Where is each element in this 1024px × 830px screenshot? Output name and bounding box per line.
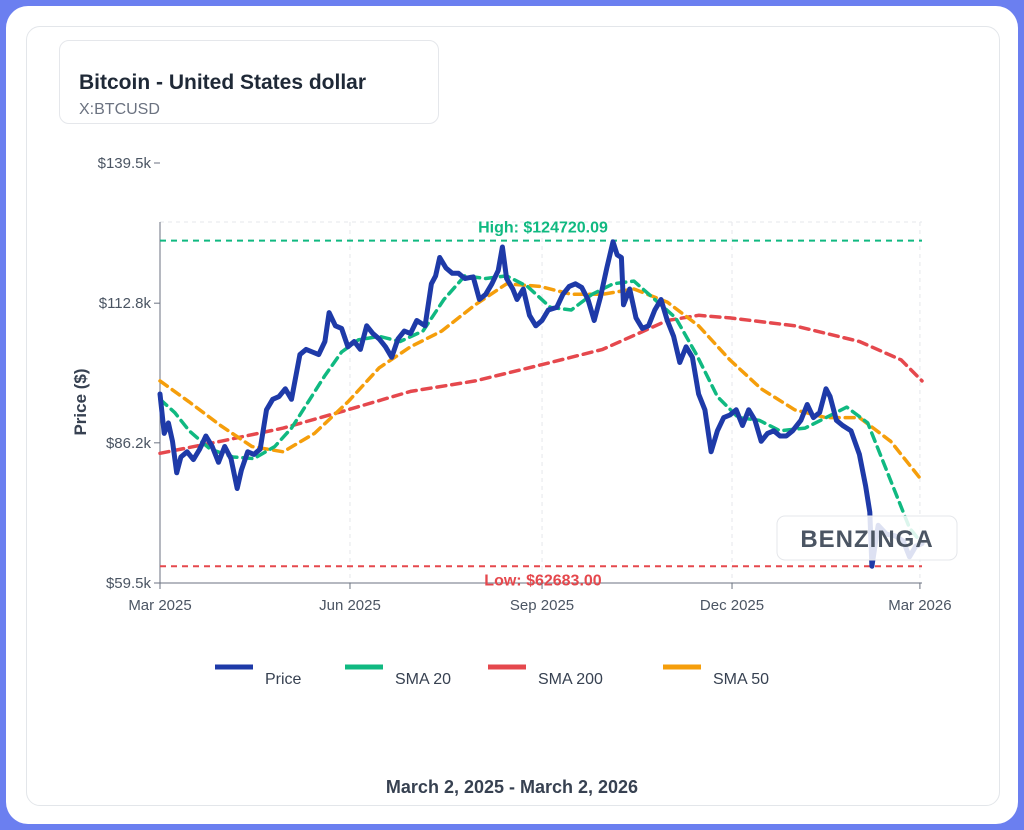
x-tick-label: Dec 2025 bbox=[700, 597, 764, 614]
low-label: Low: $62683.00 bbox=[484, 572, 602, 589]
series-line-sma-50 bbox=[158, 282, 924, 483]
x-tick-label: Mar 2025 bbox=[128, 597, 191, 614]
x-tick-label: Sep 2025 bbox=[510, 597, 574, 614]
y-tick-label: $139.5k bbox=[98, 155, 152, 172]
watermark: BENZINGA bbox=[776, 515, 958, 561]
tick-labels: $59.5k $86.2k $112.8k $139.5k Mar 2025 Jun 20… bbox=[98, 155, 952, 614]
reference-lines bbox=[160, 239, 922, 568]
legend-item-sma-200: SMA 200 bbox=[538, 671, 603, 688]
benzinga-watermark: BENZINGA bbox=[800, 526, 933, 553]
series bbox=[157, 239, 925, 569]
x-tick-label: Jun 2025 bbox=[319, 597, 381, 614]
date-range: March 2, 2025 - March 2, 2026 bbox=[385, 777, 639, 797]
y-tick-label: $86.2k bbox=[106, 435, 152, 452]
grid bbox=[159, 221, 922, 583]
legend-item-sma-50: SMA 50 bbox=[713, 671, 769, 688]
y-tick-label: $112.8k bbox=[99, 295, 152, 312]
legend: Price SMA 20 SMA 200 SMA 50 bbox=[215, 664, 769, 688]
title-box: Bitcoin - United States dollar X:BTCUSD bbox=[59, 40, 439, 124]
legend-item-price: Price bbox=[265, 671, 302, 688]
ticker-symbol: X:BTCUSD bbox=[79, 101, 160, 118]
legend-item-sma-20: SMA 20 bbox=[395, 671, 451, 688]
chart-title: Bitcoin - United States dollar bbox=[79, 71, 367, 94]
series-line-sma-20 bbox=[158, 274, 924, 546]
annotations: High: $124720.09 Low: $62683.00 bbox=[478, 220, 608, 590]
y-axis-label: Price ($) bbox=[71, 368, 90, 435]
series-line-sma-200 bbox=[158, 313, 924, 456]
x-tick-label: Mar 2026 bbox=[888, 597, 951, 614]
series-line-price bbox=[157, 239, 925, 569]
y-tick-label: $59.5k bbox=[106, 575, 152, 592]
high-label: High: $124720.09 bbox=[478, 220, 608, 237]
